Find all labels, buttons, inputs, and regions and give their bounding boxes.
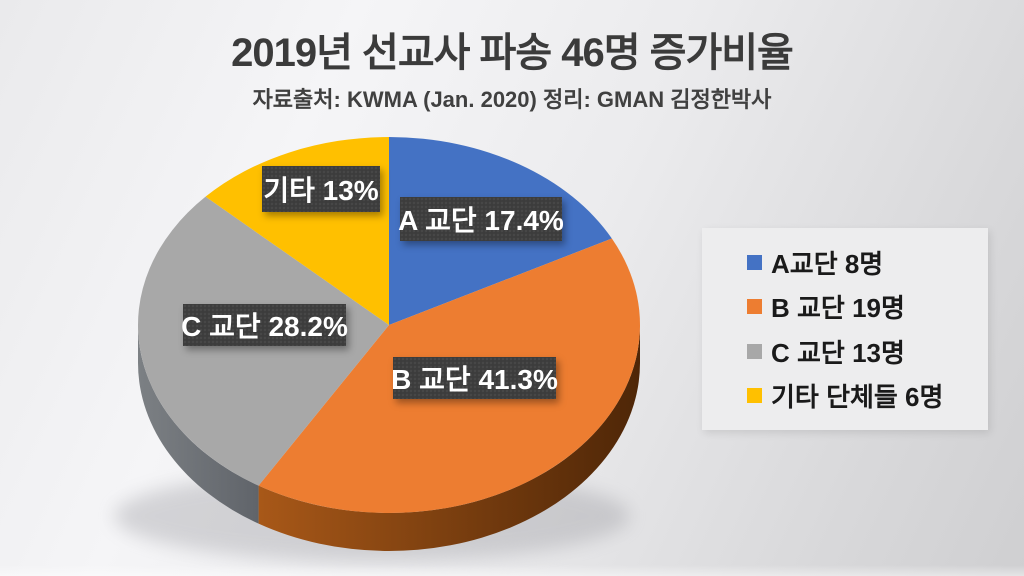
pie-slice-side-1 [258,325,640,552]
pie-slice-side-2 [138,325,259,524]
legend-item-c: C 교단 13명 [747,333,988,370]
legend-label-c: C 교단 13명 [771,337,905,368]
legend-label-etc: 기타 단체들 6명 [771,382,944,413]
slice-callout-b: B 교단 41.3% [391,357,558,399]
slice-callout-etc-text: 기타 13% [263,175,379,206]
chart-title: 2019년 선교사 파송 46명 증가비율 [231,31,794,75]
slice-callout-a-text: A 교단 17.4% [398,205,564,236]
legend-swatch-b [747,299,762,315]
slice-callout-etc: 기타 13% [262,166,380,212]
slice-callout-c: C 교단 28.2% [181,304,348,346]
legend: A교단 8명 B 교단 19명 C 교단 13명 기타 단체들 6명 [702,228,988,430]
legend-item-b: B 교단 19명 [747,288,988,325]
legend-swatch-a [747,254,762,270]
legend-item-a: A교단 8명 [747,244,988,281]
legend-label-b: B 교단 19명 [771,293,905,324]
legend-item-etc: 기타 단체들 6명 [747,377,988,414]
legend-swatch-etc [747,388,762,404]
legend-label-a: A교단 8명 [771,248,884,279]
slice-callout-b-text: B 교단 41.3% [391,364,558,395]
legend-swatch-c [747,343,762,359]
chart-source-note: 자료출처: KWMA (Jan. 2020) 정리: GMAN 김정한박사 [252,87,772,112]
slice-callout-a: A 교단 17.4% [398,197,564,241]
slice-callout-c-text: C 교단 28.2% [181,311,348,342]
